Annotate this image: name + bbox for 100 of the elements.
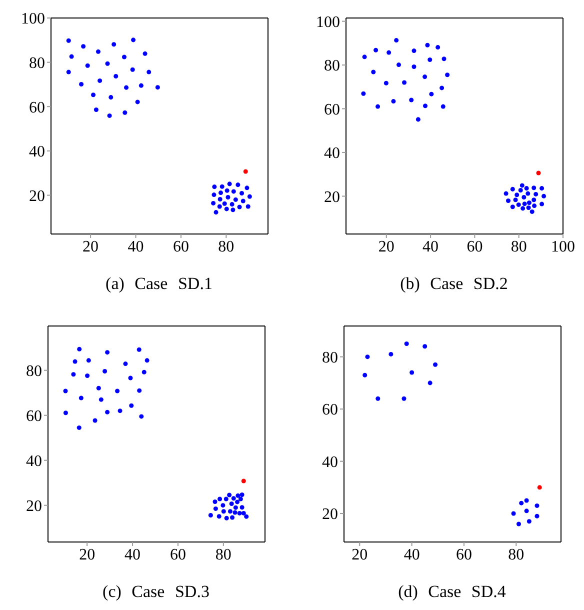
point bbox=[228, 509, 232, 514]
point bbox=[212, 184, 217, 190]
point bbox=[63, 388, 68, 394]
point bbox=[77, 346, 82, 352]
point bbox=[142, 51, 148, 56]
x-tick-label: 80 bbox=[218, 238, 234, 256]
point bbox=[118, 408, 122, 414]
point bbox=[108, 95, 114, 100]
point bbox=[534, 503, 540, 508]
point bbox=[98, 78, 102, 83]
point bbox=[241, 510, 246, 516]
point bbox=[526, 191, 530, 196]
point bbox=[537, 485, 542, 490]
point bbox=[237, 204, 242, 210]
point bbox=[246, 204, 250, 209]
y-tick-label: 80 bbox=[324, 58, 340, 75]
x-tick-label: 20 bbox=[79, 546, 96, 564]
x-tick-label: 60 bbox=[466, 238, 483, 256]
point bbox=[522, 202, 527, 206]
point bbox=[214, 210, 218, 215]
y-tick-label: 80 bbox=[322, 350, 338, 366]
point bbox=[230, 202, 234, 207]
point bbox=[394, 38, 399, 43]
point bbox=[376, 104, 380, 109]
y-tick-label: 40 bbox=[29, 144, 45, 161]
point bbox=[229, 501, 234, 506]
point bbox=[506, 198, 511, 204]
point bbox=[233, 505, 238, 510]
y-tick-label: 20 bbox=[324, 188, 340, 206]
x-tick-label: 20 bbox=[352, 546, 368, 564]
point bbox=[244, 186, 250, 190]
point bbox=[222, 201, 227, 206]
point bbox=[236, 493, 240, 498]
point bbox=[102, 368, 108, 374]
point bbox=[216, 514, 222, 519]
y-tick-label: 20 bbox=[29, 188, 45, 205]
point bbox=[240, 198, 246, 204]
point bbox=[442, 56, 446, 62]
point bbox=[534, 514, 540, 518]
point bbox=[213, 506, 218, 511]
point bbox=[69, 54, 74, 59]
point bbox=[138, 83, 144, 88]
point bbox=[522, 195, 526, 200]
y-tick-label: 80 bbox=[29, 54, 45, 72]
point bbox=[122, 54, 126, 60]
y-tick-label: 60 bbox=[29, 99, 45, 116]
y-tick-label: 100 bbox=[21, 10, 45, 28]
y-tick-label: 40 bbox=[322, 454, 338, 471]
point bbox=[105, 350, 110, 355]
point bbox=[520, 206, 526, 211]
point bbox=[79, 82, 84, 86]
point bbox=[428, 58, 432, 62]
point bbox=[510, 204, 515, 210]
point bbox=[72, 359, 78, 364]
y-tick-label: 80 bbox=[26, 363, 42, 380]
point bbox=[218, 496, 222, 502]
point bbox=[516, 522, 522, 526]
point bbox=[243, 169, 248, 174]
point bbox=[422, 344, 428, 349]
point bbox=[66, 70, 71, 74]
point bbox=[96, 49, 100, 54]
y-tick-label: 40 bbox=[324, 145, 340, 162]
y-tick-label: 40 bbox=[26, 453, 42, 470]
point bbox=[365, 354, 370, 360]
point bbox=[391, 99, 396, 104]
y-tick-label: 60 bbox=[324, 101, 340, 118]
point bbox=[227, 492, 232, 498]
x-tick-label: 20 bbox=[82, 238, 99, 256]
point bbox=[526, 206, 531, 210]
point bbox=[518, 188, 523, 193]
point bbox=[212, 192, 216, 198]
point bbox=[114, 74, 118, 79]
x-tick-label: 80 bbox=[510, 238, 527, 256]
point bbox=[122, 110, 128, 115]
point bbox=[231, 189, 236, 194]
point bbox=[524, 498, 529, 503]
y-tick-label: 20 bbox=[322, 506, 338, 524]
y-tick-label: 100 bbox=[316, 14, 340, 31]
point bbox=[526, 519, 532, 524]
point bbox=[130, 67, 135, 72]
point bbox=[221, 509, 226, 514]
point bbox=[240, 190, 244, 196]
point bbox=[136, 347, 142, 352]
point bbox=[416, 117, 420, 122]
point bbox=[105, 61, 110, 66]
point bbox=[91, 92, 96, 98]
x-tick-label: 60 bbox=[170, 546, 186, 564]
y-tick-label: 60 bbox=[322, 402, 338, 419]
x-tick-label: 60 bbox=[456, 546, 472, 564]
point bbox=[532, 204, 537, 208]
point bbox=[540, 202, 544, 206]
point bbox=[376, 396, 380, 401]
point bbox=[115, 388, 120, 394]
point bbox=[224, 188, 230, 193]
x-tick-label: 60 bbox=[172, 238, 189, 256]
point bbox=[85, 63, 90, 68]
point bbox=[428, 380, 432, 386]
point bbox=[409, 98, 414, 102]
point bbox=[532, 186, 536, 190]
point bbox=[412, 48, 416, 54]
